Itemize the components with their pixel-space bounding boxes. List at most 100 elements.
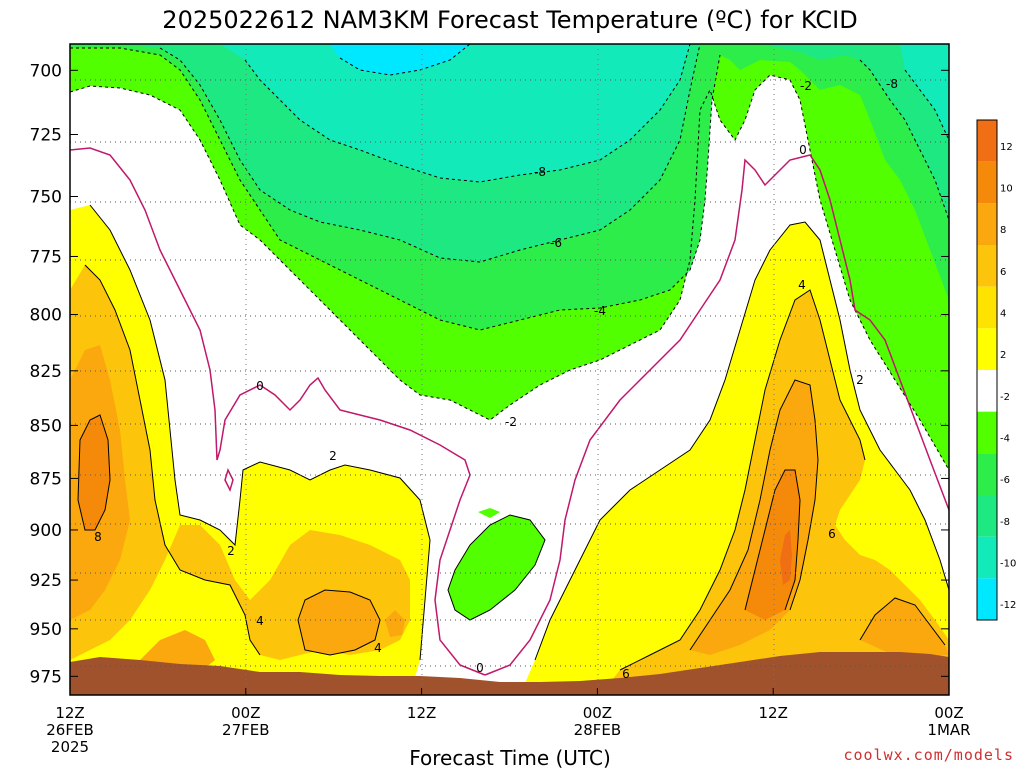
colorbar-label: -12 bbox=[1000, 600, 1016, 611]
band-plus6-mid bbox=[298, 590, 380, 655]
x-tick-label: 1MAR bbox=[927, 721, 970, 739]
colorbar-swatch bbox=[977, 578, 997, 620]
contour-minus2 bbox=[70, 74, 949, 471]
x-tick-label: 00Z bbox=[583, 704, 612, 722]
contour-plus4-right bbox=[619, 289, 866, 671]
colorbar-label: -4 bbox=[1000, 434, 1010, 445]
colorbar-swatch bbox=[977, 120, 997, 162]
colorbar-swatch bbox=[977, 203, 997, 245]
colorbar-swatch bbox=[977, 411, 997, 454]
clabel-5: -6 bbox=[550, 236, 562, 250]
vgrid bbox=[245, 44, 775, 695]
plot-area bbox=[70, 44, 949, 695]
x-tick-label: 12Z bbox=[407, 704, 436, 722]
freezing-line-small bbox=[224, 467, 234, 493]
plot-frame bbox=[69, 43, 950, 696]
freezing-line bbox=[70, 147, 949, 676]
x-tick-label: 28FEB bbox=[574, 721, 621, 739]
contour-green-pocket bbox=[447, 514, 546, 621]
contour-labels: -2 -8 0 -8 -6 -4 0 -2 2 2 4 8 2 4 4 6 6 … bbox=[94, 77, 898, 681]
x-tick-label: 26FEB bbox=[46, 721, 93, 739]
contour-minus8-right bbox=[904, 69, 949, 141]
contour-plus8-left bbox=[77, 414, 111, 531]
green-pocket bbox=[448, 515, 545, 620]
colorbar-label: 6 bbox=[1000, 267, 1006, 278]
band-minus8 bbox=[220, 44, 690, 182]
y-tick-label: 700 bbox=[30, 61, 62, 81]
clabel-14: 4 bbox=[798, 278, 806, 292]
colorbar-label: -8 bbox=[1000, 517, 1010, 528]
x-tick-label: 00Z bbox=[231, 704, 260, 722]
y-tick-label: 825 bbox=[30, 362, 62, 382]
colorbar: 12 10 8 6 4 2 -2 -4 -6 -8 -10 -12 bbox=[976, 119, 1016, 621]
colorbar-label: 12 bbox=[1000, 142, 1013, 153]
band-plus6-right-low bbox=[860, 598, 949, 658]
clabel-6: -4 bbox=[594, 304, 606, 318]
colorbar-swatch bbox=[977, 245, 997, 287]
clabel-16: 6 bbox=[828, 527, 836, 541]
colorbar-label: -10 bbox=[1000, 559, 1016, 570]
clabel-13: 2 bbox=[856, 373, 864, 387]
clabel-4: -8 bbox=[534, 165, 546, 179]
colorbar-label: 10 bbox=[1000, 184, 1013, 195]
x-tick-label: 2025 bbox=[51, 738, 89, 756]
band-plus6-mid-small bbox=[385, 610, 405, 637]
colorbar-swatch bbox=[977, 328, 997, 370]
y-tick-label: 850 bbox=[30, 416, 62, 436]
y-tick-label: 875 bbox=[30, 469, 62, 489]
y-tick-label: 900 bbox=[30, 521, 62, 541]
colorbar-swatch bbox=[977, 495, 997, 537]
x-tick-label: 27FEB bbox=[222, 721, 269, 739]
x-tick-label: 12Z bbox=[759, 704, 788, 722]
clabel-9: 2 bbox=[329, 449, 337, 463]
contour-minus4 bbox=[70, 47, 721, 331]
contour-plus4-left bbox=[84, 264, 261, 656]
contour-minus6 bbox=[159, 44, 701, 263]
credit-text[interactable]: coolwx.com/models bbox=[843, 746, 1014, 764]
clabel-1: -2 bbox=[800, 79, 812, 93]
contour-minus8 bbox=[244, 44, 691, 183]
y-tick-label: 775 bbox=[30, 247, 62, 267]
y-tick-label: 950 bbox=[30, 620, 62, 640]
colorbar-label: 8 bbox=[1000, 225, 1006, 236]
colorbar-label: -6 bbox=[1000, 475, 1010, 486]
contours bbox=[70, 44, 949, 671]
colorbar-swatch bbox=[977, 453, 997, 495]
contour-minus10 bbox=[339, 44, 471, 76]
clabel-11: 4 bbox=[256, 614, 264, 628]
y-tick-label: 750 bbox=[30, 187, 62, 207]
colorbar-swatch bbox=[977, 536, 997, 579]
contour-plus8-right bbox=[744, 469, 801, 611]
clabel-10: 2 bbox=[227, 544, 235, 558]
clabel-12: 8 bbox=[94, 530, 102, 544]
colorbar-label: 2 bbox=[1000, 350, 1006, 361]
freezing-line-right bbox=[484, 154, 949, 676]
x-axis-title: Forecast Time (UTC) bbox=[409, 746, 611, 768]
colorbar-swatch bbox=[977, 286, 997, 329]
contour-minus6-right bbox=[859, 59, 949, 221]
clabel-19: 0 bbox=[476, 661, 484, 675]
colorbar-label: 4 bbox=[1000, 309, 1006, 320]
colorbar-frame bbox=[976, 119, 998, 621]
x-tick-label: 00Z bbox=[934, 704, 963, 722]
y-tick-label: 725 bbox=[30, 125, 62, 145]
clabel-15: 4 bbox=[374, 641, 382, 655]
y-tick-label: 975 bbox=[30, 667, 62, 687]
clabel-2: -8 bbox=[886, 77, 898, 91]
clabel-17: 6 bbox=[622, 667, 630, 681]
colorbar-swatch bbox=[977, 370, 997, 412]
band-plus10-right bbox=[780, 530, 792, 585]
contour-plus6-right-low bbox=[859, 597, 946, 646]
y-tick-label: 925 bbox=[30, 571, 62, 591]
freezing-line-main bbox=[70, 147, 486, 676]
band-plus8-left bbox=[78, 415, 110, 530]
clabel-3: 0 bbox=[799, 143, 807, 157]
contour-plus2-left bbox=[89, 204, 431, 661]
green-pocket-small bbox=[478, 508, 500, 518]
terrain bbox=[70, 652, 949, 695]
y-tick-label: 800 bbox=[30, 306, 62, 326]
band-minus12 bbox=[330, 44, 470, 75]
